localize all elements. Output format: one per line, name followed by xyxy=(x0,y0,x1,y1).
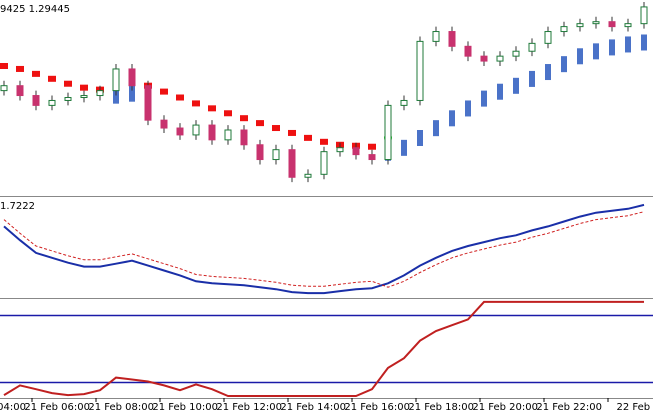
candle-body xyxy=(592,21,600,25)
stop-bar xyxy=(593,43,599,60)
x-tick-label: 21 Feb 12:00 xyxy=(216,402,282,413)
stop-bar xyxy=(417,130,423,146)
candle-body xyxy=(128,68,136,87)
candle-body xyxy=(224,129,232,141)
candle-body xyxy=(528,42,536,52)
x-tick-label: 22 Feb 00 xyxy=(616,402,653,413)
candle-body xyxy=(576,23,584,28)
stop-bar xyxy=(577,48,583,65)
candle-body xyxy=(16,85,24,97)
price-header: 9425 1.29445 xyxy=(0,4,70,15)
candle-body xyxy=(544,31,552,44)
candle-body xyxy=(464,45,472,57)
candle-body xyxy=(352,147,360,156)
candle-body xyxy=(640,6,648,25)
stop-bar xyxy=(449,110,455,127)
stop-dot xyxy=(224,110,232,117)
candle-body xyxy=(480,55,488,62)
x-tick-label: 21 Feb 16:00 xyxy=(344,402,410,413)
stop-dot xyxy=(320,138,328,145)
candle-body xyxy=(64,97,72,101)
x-tick-label: 21 Feb 14:00 xyxy=(280,402,346,413)
x-tick-label: 04:00 xyxy=(0,402,26,413)
stop-bar xyxy=(561,56,567,73)
stop-bar xyxy=(625,36,631,53)
stop-bar xyxy=(497,83,503,100)
candle-body xyxy=(192,124,200,136)
candle-body xyxy=(320,151,328,175)
stop-dot xyxy=(256,120,264,127)
candle-body xyxy=(112,68,120,92)
candle-body xyxy=(240,129,248,146)
candle-body xyxy=(80,95,88,99)
stop-dot xyxy=(0,63,8,69)
indicator-line xyxy=(3,211,645,288)
x-tick-label: 21 Feb 06:00 xyxy=(24,402,90,413)
x-tick-label: 21 Feb 18:00 xyxy=(408,402,474,413)
stop-dot xyxy=(272,125,280,132)
stop-bar xyxy=(113,87,119,104)
candle-body xyxy=(288,149,296,178)
candle-body xyxy=(0,85,8,92)
candle-body xyxy=(512,50,520,57)
stop-dot xyxy=(368,143,376,150)
x-tick-label: 21 Feb 08:00 xyxy=(88,402,154,413)
candle-body xyxy=(160,119,168,129)
candle-body xyxy=(384,104,392,161)
candle-body xyxy=(96,90,104,97)
x-tick-label: 21 Feb 22:00 xyxy=(536,402,602,413)
stop-dot xyxy=(208,105,216,112)
candle-body xyxy=(368,154,376,161)
stop-dot xyxy=(240,115,248,122)
stop-dot xyxy=(48,75,56,82)
candle-body xyxy=(48,99,56,106)
stop-bar xyxy=(481,90,487,107)
candle-body xyxy=(432,31,440,42)
candle-body xyxy=(256,144,264,161)
stop-dot xyxy=(304,134,312,141)
indicator-line xyxy=(3,203,645,295)
stop-dot xyxy=(64,80,72,87)
stop-bar xyxy=(529,70,535,87)
candle-body xyxy=(208,124,216,141)
stop-bar xyxy=(129,85,135,102)
candle-body xyxy=(560,26,568,33)
candle-body xyxy=(304,173,312,178)
x-tick-label: 21 Feb 20:00 xyxy=(472,402,538,413)
indicator-line xyxy=(3,300,644,397)
stop-bar xyxy=(641,34,647,51)
stop-bar xyxy=(401,139,407,156)
stop-dot xyxy=(288,129,296,136)
x-tick-label: 21 Feb 10:00 xyxy=(152,402,218,413)
candle-body xyxy=(624,23,632,28)
indicator-header: 1.7222 xyxy=(0,201,35,212)
stop-bar xyxy=(433,120,439,137)
stop-bar xyxy=(545,64,551,81)
candle-body xyxy=(32,95,40,106)
candle-body xyxy=(272,149,280,161)
stop-dot xyxy=(16,65,24,72)
stop-dot xyxy=(176,94,184,101)
stop-dot xyxy=(80,84,88,91)
stop-bar xyxy=(609,39,615,56)
candle-body xyxy=(608,21,616,28)
candle-body xyxy=(400,99,408,106)
stop-dot xyxy=(160,88,168,95)
candle-body xyxy=(336,147,344,153)
candle-body xyxy=(416,40,424,101)
candle-body xyxy=(448,31,456,47)
stop-dot xyxy=(192,100,200,107)
stop-bar xyxy=(513,77,519,94)
candle-body xyxy=(176,127,184,136)
stop-bar xyxy=(465,100,471,117)
stop-dot xyxy=(32,70,40,77)
candle-body xyxy=(496,55,504,62)
candle-body xyxy=(144,85,152,121)
